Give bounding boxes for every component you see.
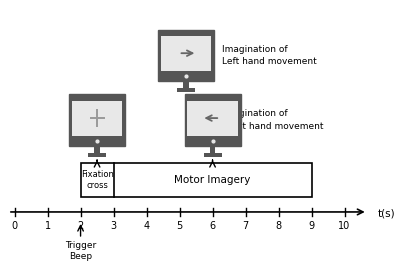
Text: Motor Imagery: Motor Imagery	[174, 175, 251, 185]
Bar	[184, 94, 240, 146]
Bar	[88, 153, 106, 157]
Bar	[183, 81, 189, 88]
Bar	[158, 30, 214, 81]
Text: 6: 6	[210, 221, 216, 231]
Bar	[72, 101, 122, 135]
Text: 2: 2	[78, 221, 84, 231]
Bar	[158, 72, 214, 81]
Text: Imagination of
Left hand movement: Imagination of Left hand movement	[222, 45, 317, 66]
Text: 5: 5	[176, 221, 183, 231]
Bar	[177, 88, 195, 92]
Text: t(s): t(s)	[378, 208, 395, 218]
Text: 8: 8	[276, 221, 282, 231]
Text: 1: 1	[44, 221, 51, 231]
Bar	[80, 163, 312, 197]
Bar	[184, 137, 240, 146]
Text: 4: 4	[144, 221, 150, 231]
Text: Imagination of
Right hand movement: Imagination of Right hand movement	[222, 109, 324, 131]
Text: 7: 7	[242, 221, 249, 231]
Bar	[69, 94, 125, 146]
Bar	[69, 137, 125, 146]
Text: 3: 3	[110, 221, 117, 231]
Text: Fixation
cross: Fixation cross	[81, 170, 114, 190]
Bar	[161, 36, 211, 71]
Bar	[187, 101, 238, 135]
Bar	[210, 146, 215, 153]
Bar	[94, 146, 100, 153]
Text: Trigger
Beep: Trigger Beep	[65, 241, 96, 261]
Bar	[204, 153, 222, 157]
Text: 0: 0	[12, 221, 18, 231]
Text: 9: 9	[308, 221, 314, 231]
Text: 10: 10	[338, 221, 351, 231]
